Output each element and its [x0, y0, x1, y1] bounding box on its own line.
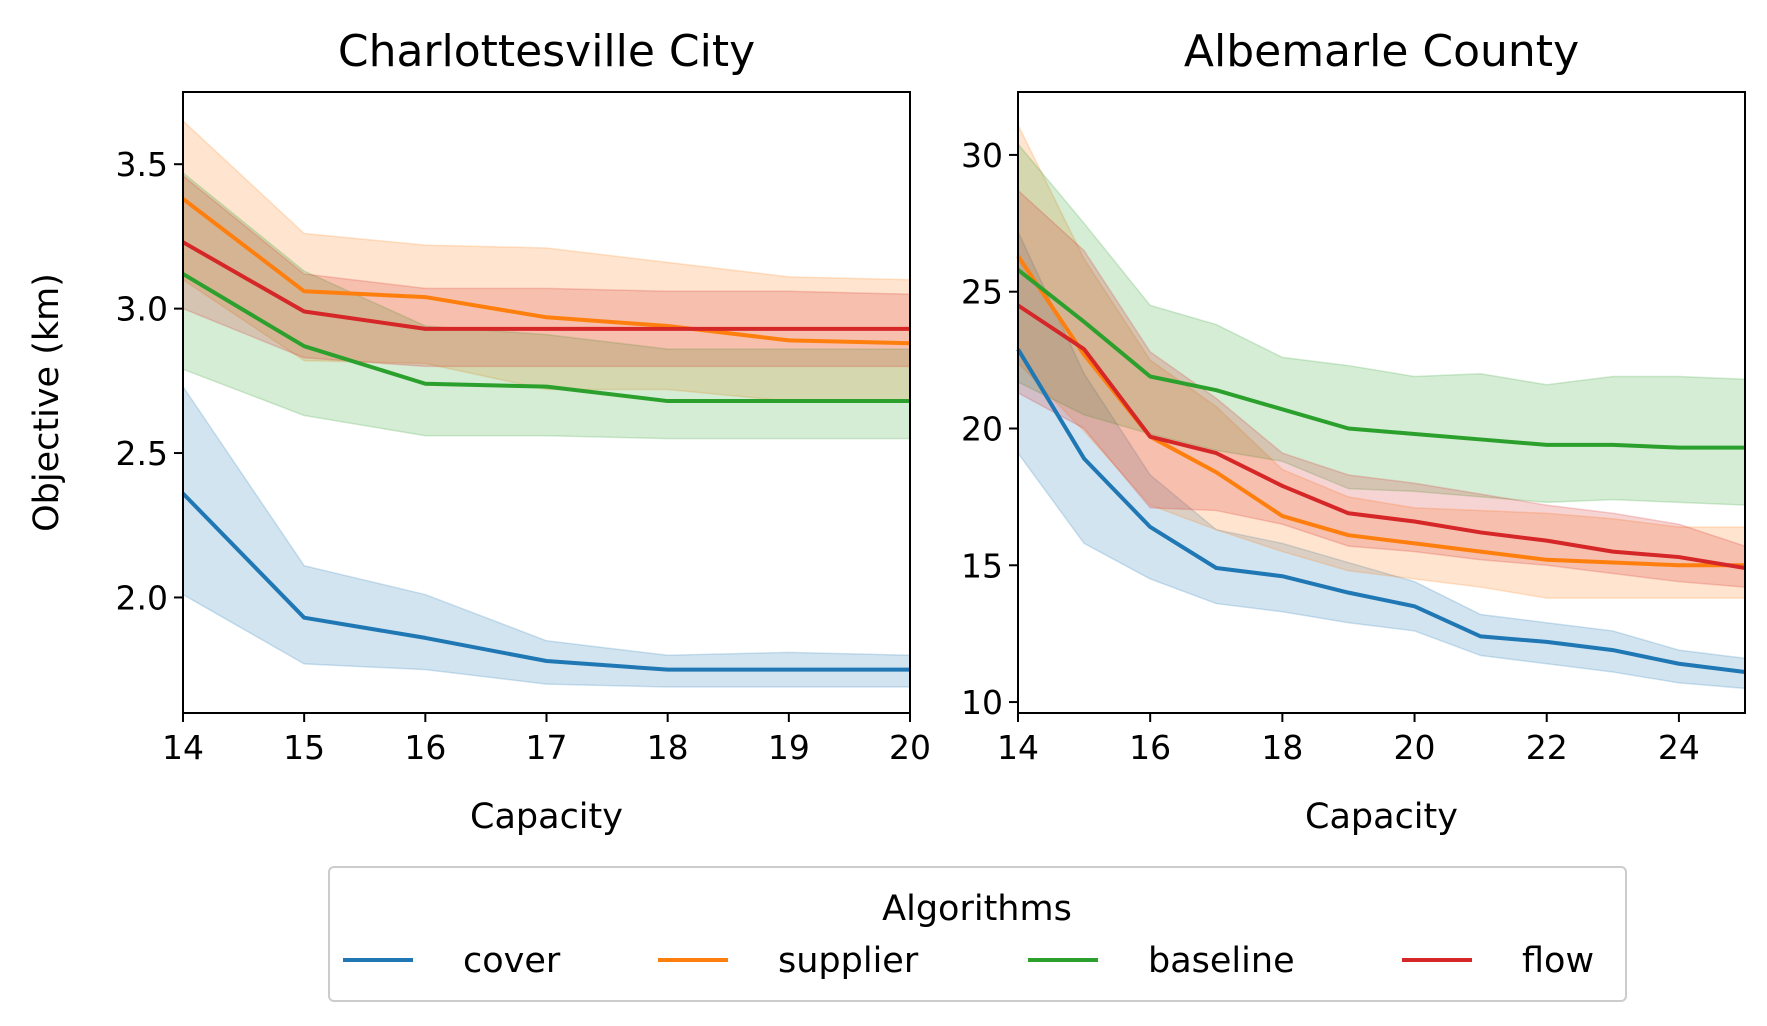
x-axis-label: Capacity — [470, 797, 623, 837]
y-tick-label: 3.0 — [116, 290, 168, 329]
panel-title: Charlottesville City — [338, 26, 755, 77]
legend-label-flow: flow — [1522, 941, 1594, 981]
x-tick-label: 16 — [1129, 728, 1171, 767]
line-baseline — [181, 272, 910, 404]
line-supplier — [181, 197, 911, 346]
legend-frame — [328, 866, 1627, 1002]
x-tick-label: 24 — [1658, 728, 1700, 767]
x-tick-label: 20 — [889, 728, 931, 767]
x-tick-label: 14 — [997, 728, 1039, 767]
x-tick-label: 18 — [647, 728, 689, 767]
y-tick-label: 15 — [961, 546, 1003, 585]
x-tick-label: 15 — [283, 728, 325, 767]
line-baseline — [1016, 268, 1745, 450]
line-flow — [1016, 303, 1746, 570]
panel-title: Albemarle County — [1184, 26, 1579, 77]
x-tick-label: 16 — [404, 728, 446, 767]
legend-label-baseline: baseline — [1148, 941, 1295, 981]
line-cover — [1016, 348, 1746, 674]
x-tick-label: 18 — [1261, 728, 1303, 767]
panel-charlottesville: 14 15 16 17 18 19 20 2.0 2.5 3.0 3.5 Charlottesvill… — [27, 26, 931, 837]
x-tick-label: 20 — [1394, 728, 1436, 767]
y-tick-label: 30 — [961, 136, 1003, 175]
legend-label-supplier: supplier — [778, 941, 919, 981]
y-tick-label: 20 — [961, 409, 1003, 448]
y-tick-label: 2.0 — [116, 578, 168, 617]
panel-albemarle: 14 16 18 20 22 24 10 15 20 25 30 Albemarle County Ca… — [961, 26, 1746, 837]
line-flow — [182, 240, 910, 331]
line-cover — [181, 492, 910, 672]
y-axis-label: Objective (km) — [27, 273, 67, 532]
legend: Algorithms cover supplier baseline flow — [328, 866, 1627, 1002]
y-tick-label: 10 — [961, 683, 1003, 722]
legend-label-cover: cover — [463, 941, 561, 981]
y-tick-label: 3.5 — [116, 145, 168, 184]
x-tick-label: 17 — [526, 728, 568, 767]
legend-title: Algorithms — [882, 889, 1072, 929]
x-tick-label: 19 — [768, 728, 810, 767]
x-axis-label: Capacity — [1305, 797, 1458, 837]
y-tick-label: 2.5 — [116, 434, 168, 473]
axes-frame — [1017, 91, 1746, 714]
y-tick-label: 25 — [961, 273, 1003, 312]
x-tick-label: 14 — [162, 728, 204, 767]
x-tick-label: 22 — [1526, 728, 1568, 767]
